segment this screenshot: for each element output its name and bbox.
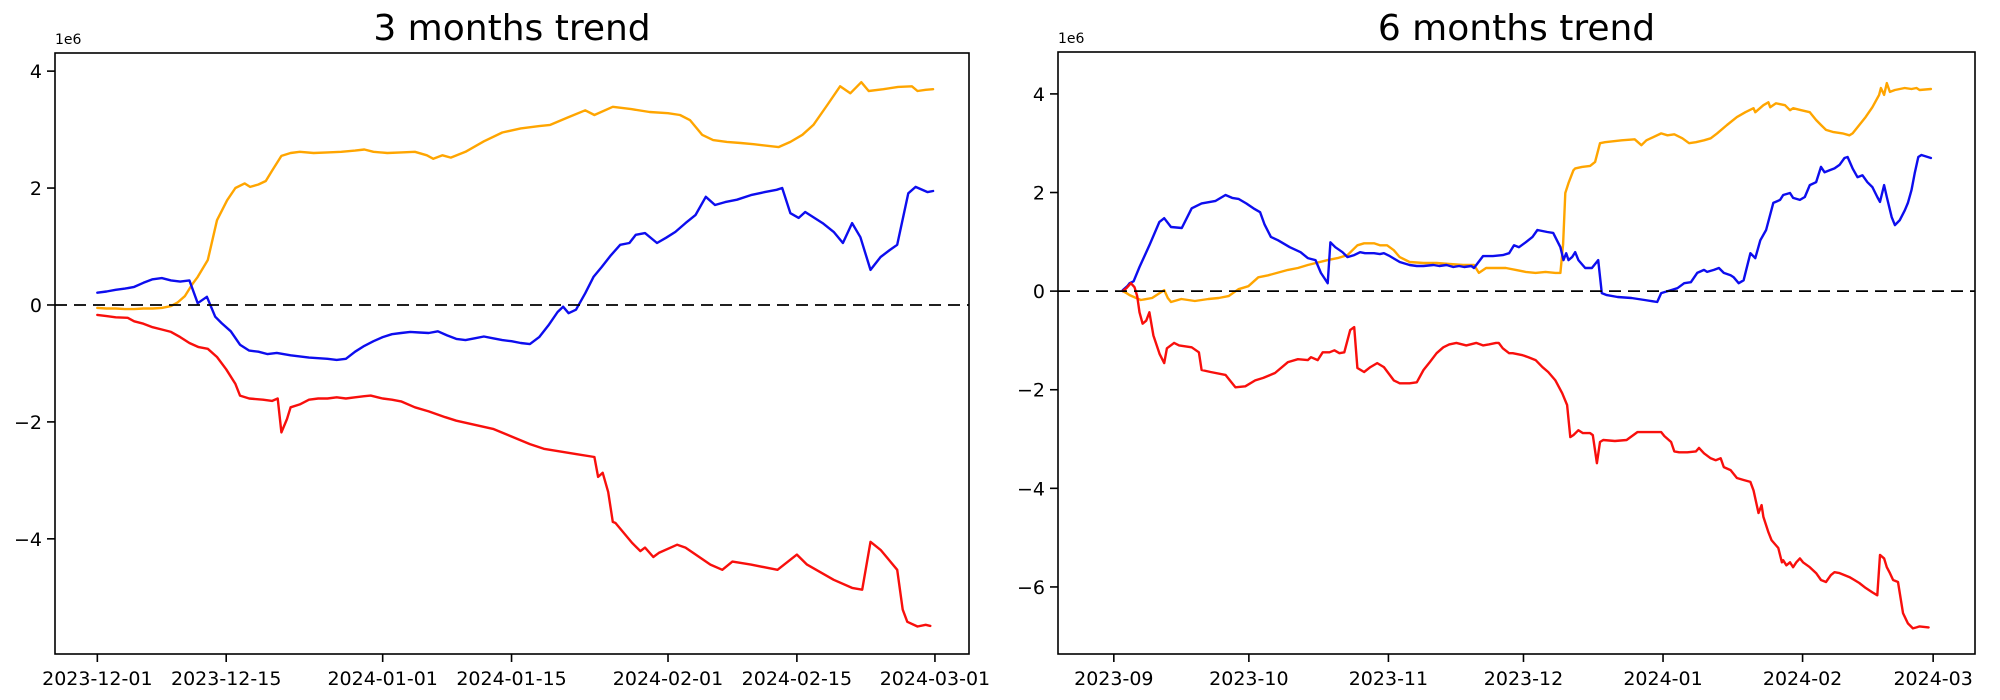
x-tick-label: 2024-01-15 — [456, 668, 566, 690]
y-tick-label: −4 — [1017, 478, 1045, 500]
series-red-line — [96, 313, 932, 628]
x-tick-label: 2023-09 — [1074, 668, 1153, 690]
x-tick-label: 2024-02-01 — [613, 668, 723, 690]
x-tick-label: 2024-01 — [1623, 668, 1702, 690]
x-tick-label: 2023-12-15 — [171, 668, 281, 690]
x-tick-label: 2023-11 — [1349, 668, 1428, 690]
y-tick-label: −2 — [14, 412, 42, 434]
x-tick-label: 2023-12-01 — [42, 668, 152, 690]
y-tick-label: −4 — [14, 529, 42, 551]
y-tick-label: 0 — [30, 295, 42, 317]
x-tick-label: 2024-02-15 — [742, 668, 852, 690]
series-orange-line — [1121, 81, 1933, 304]
plot-border — [1057, 51, 1976, 655]
x-tick-label: 2023-12 — [1484, 668, 1563, 690]
chart-title: 3 months trend — [373, 8, 650, 49]
x-tick-label: 2024-03 — [1893, 668, 1972, 690]
y-axis-offset-label: 1e6 — [1058, 31, 1085, 47]
series-red-line — [1121, 282, 1930, 630]
chart-title: 6 months trend — [1378, 8, 1655, 49]
y-tick-label: 4 — [30, 61, 42, 83]
series-blue-line — [1121, 153, 1933, 304]
y-tick-label: −6 — [1017, 577, 1045, 599]
x-tick-label: 2024-01-01 — [327, 668, 437, 690]
y-tick-label: 2 — [1033, 183, 1045, 205]
y-axis-offset-label: 1e6 — [55, 32, 82, 48]
plot-border — [54, 52, 970, 655]
x-tick-label: 2024-02 — [1763, 668, 1842, 690]
x-tick-label: 2024-03-01 — [880, 668, 990, 690]
y-tick-label: 0 — [1033, 281, 1045, 303]
series-blue-line — [96, 185, 935, 362]
y-tick-label: 2 — [30, 178, 42, 200]
y-tick-label: 4 — [1033, 84, 1045, 106]
series-orange-line — [96, 80, 935, 311]
y-tick-label: −2 — [1017, 380, 1045, 402]
x-tick-label: 2023-10 — [1209, 668, 1288, 690]
